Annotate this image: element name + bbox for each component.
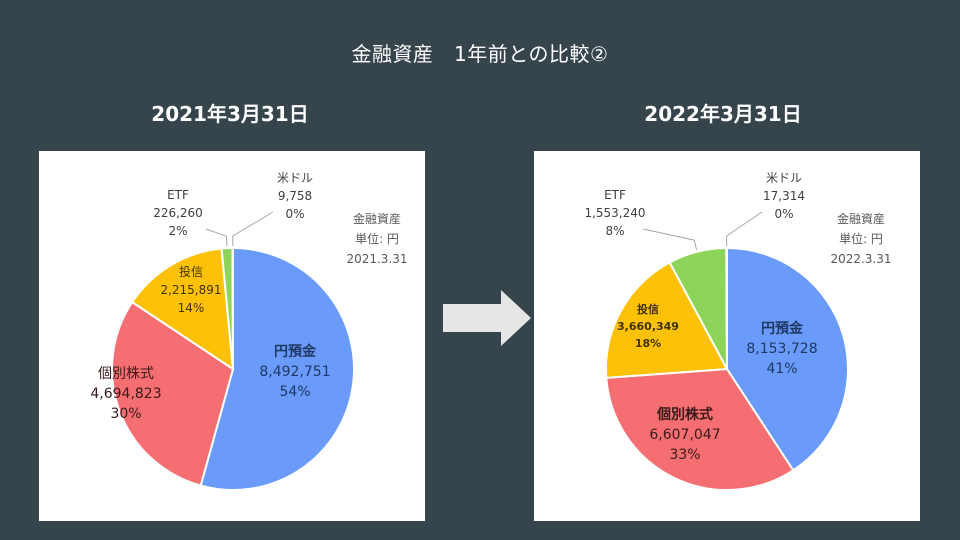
leader-line	[206, 229, 227, 246]
slice-value: 226,260	[153, 206, 203, 220]
chart-note: 単位: 円	[839, 231, 883, 246]
slice-label: 個別株式	[98, 366, 154, 382]
slide-title: 金融資産 1年前との比較②	[0, 38, 960, 67]
slice-label: 米ドル	[277, 171, 313, 185]
slice-label: ETF	[167, 188, 189, 202]
slice-percent: 33%	[669, 447, 700, 463]
slice-label: 個別株式	[656, 406, 713, 423]
slice-value: 1,553,240	[584, 206, 645, 220]
chart-note: 単位: 円	[355, 231, 399, 246]
slice-percent: 18%	[635, 337, 661, 350]
pie-chart-2021-panel: 円預金 8,492,751 54% 個別株式 4,694,823 30% 投信 2,215,8…	[39, 151, 425, 521]
slice-percent: 41%	[766, 361, 797, 377]
slice-value: 3,660,349	[617, 320, 679, 333]
slice-percent: 8%	[605, 224, 624, 238]
slice-label: 米ドル	[766, 171, 802, 185]
slice-value: 8,153,728	[746, 341, 817, 357]
leader-line	[643, 229, 697, 250]
chart-note: 2021.3.31	[346, 252, 407, 266]
leader-line	[727, 212, 762, 246]
slice-label: 投信	[179, 264, 203, 279]
slice-label: 投信	[637, 302, 659, 316]
slice-value: 6,607,047	[649, 427, 720, 443]
slice-label: ETF	[604, 188, 626, 202]
pie-chart-2022: 円預金 8,153,728 41% 個別株式 6,607,047 33% 投信 3,660,3…	[534, 151, 920, 521]
slice-label: 円預金	[761, 320, 804, 337]
pie-chart-2021: 円預金 8,492,751 54% 個別株式 4,694,823 30% 投信 2,215,8…	[39, 151, 425, 521]
slice-value: 8,492,751	[259, 364, 330, 380]
date-heading-left: 2021年3月31日	[80, 98, 380, 127]
slice-value: 2,215,891	[160, 283, 221, 297]
chart-note: 金融資産	[837, 211, 885, 226]
chart-note: 2022.3.31	[830, 252, 891, 266]
date-heading-right: 2022年3月31日	[573, 98, 873, 127]
pie-slice	[726, 248, 727, 369]
slice-percent: 14%	[178, 301, 205, 315]
right-arrow-icon	[443, 290, 533, 346]
slice-percent: 54%	[279, 384, 310, 400]
slice-value: 9,758	[278, 189, 312, 203]
slice-percent: 0%	[285, 207, 304, 221]
slice-percent: 30%	[110, 406, 141, 422]
leader-line	[233, 212, 273, 246]
slice-label: 円預金	[274, 343, 317, 360]
slice-percent: 2%	[168, 224, 187, 238]
slice-value: 17,314	[763, 189, 805, 203]
chart-note: 金融資産	[353, 211, 401, 226]
slice-value: 4,694,823	[90, 386, 161, 402]
slice-percent: 0%	[774, 207, 793, 221]
pie-chart-2022-panel: 円預金 8,153,728 41% 個別株式 6,607,047 33% 投信 3,660,3…	[534, 151, 920, 521]
